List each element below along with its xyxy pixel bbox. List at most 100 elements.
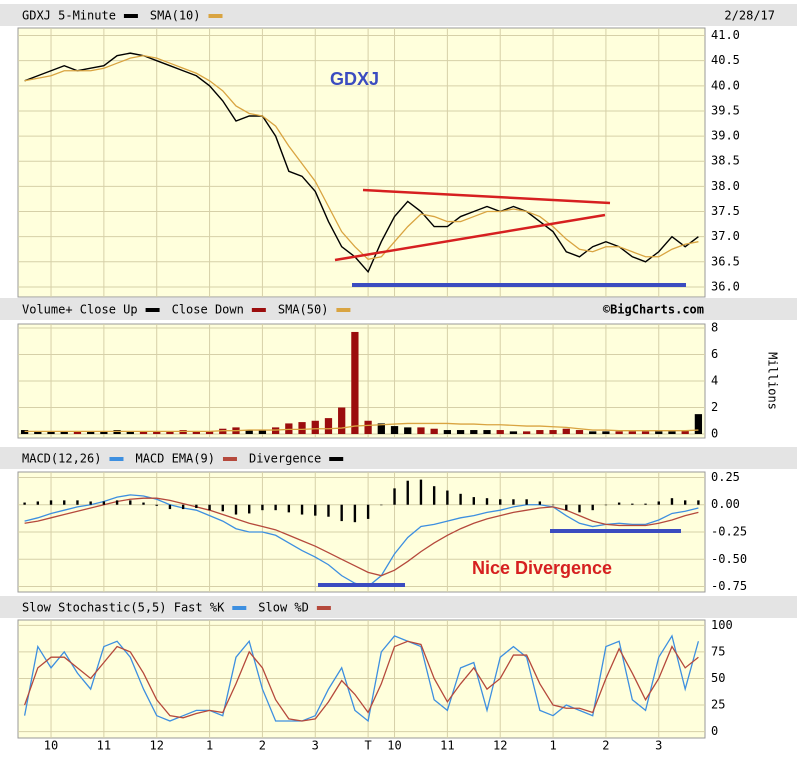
y-tick-label: 39.0: [711, 129, 740, 143]
line: [24, 497, 699, 577]
panel-header: [0, 447, 797, 469]
bar: [113, 430, 121, 435]
date-label: 2/28/17: [724, 9, 775, 23]
bar: [499, 499, 502, 505]
bar: [34, 431, 42, 435]
panels: 36.0 36.5 37.0 37.5 38.0 38.5 39.0 39.5 40.0 40.5…: [0, 4, 797, 753]
bar: [245, 430, 253, 435]
bar: [575, 430, 584, 435]
x-tick-label: 3: [312, 739, 319, 753]
legend-label: SMA(50): [278, 303, 329, 317]
bar: [668, 431, 676, 435]
bar: [181, 504, 185, 510]
bar: [23, 502, 26, 505]
y-tick-label: 0.25: [711, 470, 740, 484]
y-tick-label: 38.0: [711, 179, 740, 193]
legend-swatch: [336, 308, 351, 312]
x-tick-label: 3: [655, 739, 662, 753]
bar: [432, 486, 436, 505]
bar: [562, 428, 570, 435]
bar: [589, 431, 597, 435]
legend-swatch: [222, 457, 237, 461]
bar: [419, 479, 423, 505]
legend-swatch: [316, 606, 331, 610]
legend-swatch: [329, 457, 344, 461]
bar: [87, 431, 95, 435]
bar: [602, 431, 610, 435]
legend-label: GDXJ 5-Minute: [22, 9, 116, 23]
x-tick-label: 10: [387, 739, 401, 753]
x-tick-label: 11: [440, 739, 454, 753]
y-tick-label: 36.0: [711, 279, 740, 293]
bar: [324, 418, 333, 435]
line: [23, 640, 699, 722]
bar: [641, 431, 650, 435]
y-tick-label: 0: [711, 724, 718, 738]
y-tick-label: 6: [711, 347, 718, 361]
x-tick-label: T: [364, 739, 371, 753]
bar: [100, 431, 108, 435]
panel-header: [0, 4, 797, 26]
bar: [578, 504, 581, 513]
bar: [353, 504, 357, 523]
legend-label: SMA(10): [150, 9, 201, 23]
bar: [694, 414, 703, 435]
annotations: GDXJ Nice Divergence: [318, 69, 686, 587]
bar: [73, 431, 82, 435]
y-tick-label: 41.0: [711, 28, 740, 42]
bar: [298, 422, 306, 435]
legend-swatch: [251, 308, 266, 312]
bar: [155, 504, 158, 506]
bar: [628, 431, 636, 435]
bar: [509, 431, 518, 435]
y-tick-label: 100: [711, 618, 733, 632]
bar: [655, 431, 663, 435]
bar: [470, 430, 478, 435]
bar: [443, 430, 452, 435]
legend-label: MACD EMA(9): [135, 452, 214, 466]
bar: [179, 430, 187, 435]
bar: [380, 504, 383, 506]
bar: [459, 493, 462, 505]
bar: [512, 499, 515, 505]
bar: [683, 500, 687, 505]
legend-label: Slow Stochastic(5,5) Fast %K: [22, 601, 225, 615]
line: [23, 634, 700, 723]
bar: [377, 423, 385, 435]
bar: [417, 427, 425, 435]
bar: [49, 500, 53, 505]
bar: [20, 430, 29, 435]
y-tick-label: 37.5: [711, 204, 740, 218]
bar: [538, 501, 542, 505]
bar: [472, 497, 475, 505]
bar: [102, 501, 106, 505]
line: [24, 52, 699, 274]
bar: [274, 504, 277, 511]
x-tick-label: 2: [259, 739, 266, 753]
bar: [142, 502, 145, 505]
x-tick-label: 12: [493, 739, 507, 753]
bar: [697, 500, 700, 505]
bar: [483, 430, 491, 435]
bar: [446, 490, 449, 505]
bar: [287, 504, 291, 513]
bar: [126, 431, 134, 435]
bar: [631, 503, 634, 505]
bar: [168, 504, 172, 510]
bar: [591, 504, 594, 511]
bar: [60, 431, 68, 435]
panel-header: [0, 298, 797, 320]
bar: [390, 426, 399, 435]
line: [24, 422, 699, 433]
bar: [551, 504, 555, 506]
y-tick-label: 25: [711, 698, 725, 712]
bar: [115, 500, 119, 505]
bar: [523, 431, 531, 435]
bar: [261, 504, 264, 511]
x-tick-label: 10: [44, 739, 58, 753]
legend-swatch: [145, 308, 160, 312]
bar: [338, 407, 346, 435]
bar: [219, 428, 227, 435]
bar: [406, 480, 409, 505]
